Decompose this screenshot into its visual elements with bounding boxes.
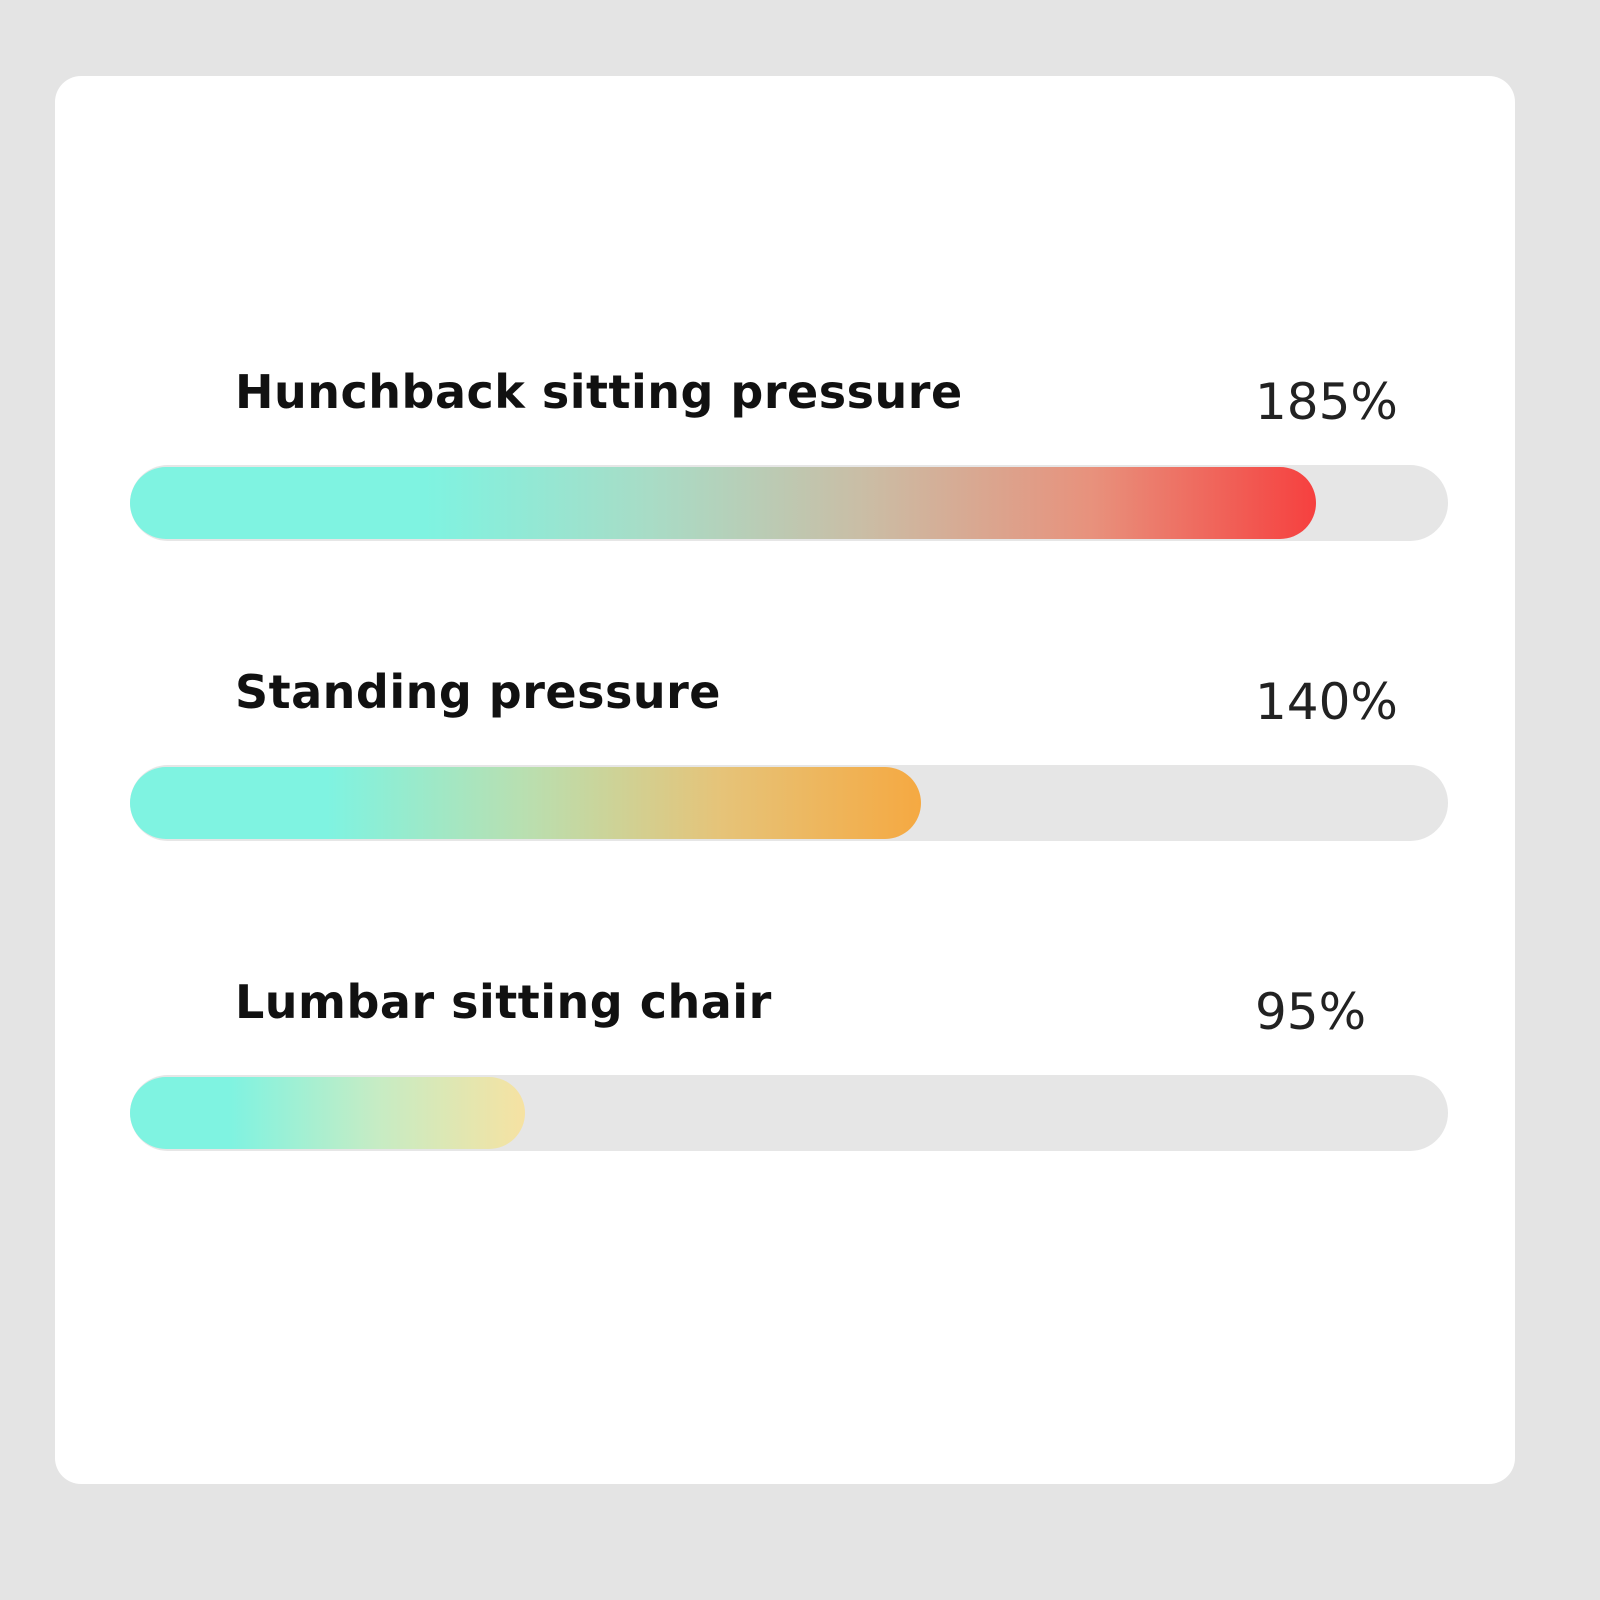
- bar-value-label: 140%: [1255, 673, 1398, 731]
- bar-value-label: 95%: [1255, 983, 1367, 1041]
- bar-track: [130, 1075, 1448, 1151]
- bar-track: [130, 765, 1448, 841]
- bar-label: Lumbar sitting chair: [235, 975, 772, 1029]
- bar-label: Hunchback sitting pressure: [235, 365, 963, 419]
- bar-track: [130, 465, 1448, 541]
- bar-fill: [130, 1077, 526, 1149]
- bar-fill: [130, 767, 921, 839]
- bar-value-label: 185%: [1255, 373, 1398, 431]
- bar-label: Standing pressure: [235, 665, 721, 719]
- bar-fill: [130, 467, 1317, 539]
